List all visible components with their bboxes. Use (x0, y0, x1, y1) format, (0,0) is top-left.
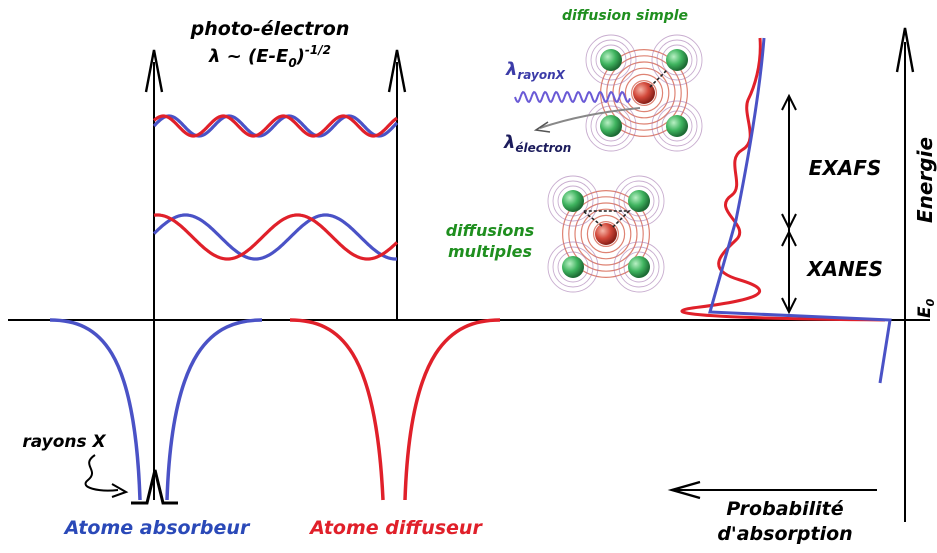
backscatter-ring (661, 110, 693, 142)
label-xanes: XANES (805, 257, 883, 281)
cluster-single-scattering (585, 34, 703, 152)
label-e0: E0 (915, 298, 937, 318)
xanes-arrow-bottom (781, 297, 797, 315)
central-atom (595, 223, 617, 245)
wave-ring (618, 67, 670, 119)
spectrum-blue (708, 37, 892, 384)
absorber-well-right (165, 318, 263, 501)
neighbor-atom (562, 190, 584, 212)
exafs-arrow-top (781, 93, 797, 111)
short-wave-red (152, 114, 398, 138)
wave-ring (624, 73, 664, 113)
label-dabsorption: d'absorption (717, 523, 852, 545)
backscatter-ring (656, 105, 698, 147)
backscatter-ring (595, 44, 627, 76)
scattering-path (649, 69, 668, 88)
xray-squiggle-arrowhead (111, 483, 129, 498)
backscatter-ring (623, 185, 655, 217)
label-atome-absorbeur: Atome absorbeur (63, 517, 251, 539)
backscatter-ring (613, 241, 665, 293)
scatterer-well-right (403, 318, 501, 501)
label-exafs: EXAFS (809, 156, 882, 180)
backscatter-ring (547, 175, 599, 227)
backscatter-ring (585, 34, 637, 86)
neighbor-atom (562, 256, 584, 278)
title-wavelength: λ ~ (E-E0)-1/2 (208, 43, 331, 70)
backscatter-ring (618, 180, 660, 222)
backscatter-ring (552, 180, 594, 222)
backscatter-ring (590, 39, 632, 81)
backscatter-ring (613, 175, 665, 227)
label-multiples: multiples (448, 242, 532, 261)
backscatter-ring (651, 34, 703, 86)
exafs-arrow-bottom (781, 213, 797, 231)
backscatter-ring (661, 44, 693, 76)
scatterer-well-left (289, 318, 385, 501)
wave-ring (574, 202, 638, 266)
label-energie: Energie (913, 137, 937, 223)
title-photoelectron: photo-électron (190, 18, 350, 40)
backscatter-ring (651, 100, 703, 152)
core-level-peak (131, 469, 178, 505)
long-wave-red (153, 213, 399, 261)
incoming-xray-wave (514, 90, 631, 104)
electron-trail (539, 107, 641, 129)
wave-ring (630, 79, 657, 106)
backscatter-ring (623, 251, 655, 283)
label-atome-diffuseur: Atome diffuseur (308, 517, 483, 539)
neighbor-atom (666, 49, 688, 71)
central-atom (633, 82, 655, 104)
neighbor-atom (666, 115, 688, 137)
backscatter-ring (552, 246, 594, 288)
label-diffusions: diffusions (446, 221, 535, 240)
axis-absorber-arrowhead (144, 49, 164, 93)
wave-ring (606, 55, 682, 131)
backscatter-ring (585, 100, 637, 152)
axis-energy-arrowhead (895, 27, 915, 73)
neighbor-atom (628, 256, 650, 278)
cluster-multiple-scattering (547, 175, 665, 293)
neighbor-atom (600, 49, 622, 71)
label-probabilite: Probabilité (726, 498, 843, 520)
electron-trail-arrowhead (533, 121, 551, 133)
backscatter-ring (547, 241, 599, 293)
photoelectron-waves (152, 114, 399, 261)
neighbor-atom (600, 115, 622, 137)
wave-ring (586, 214, 626, 254)
scattering-path (580, 210, 631, 229)
wave-ring (580, 208, 632, 260)
absorber-well-left (49, 318, 142, 501)
backscatter-ring (557, 251, 589, 283)
probability-arrowhead (667, 480, 701, 500)
xanes-arrow-top (781, 229, 797, 247)
backscatter-ring (557, 185, 589, 217)
wave-ring (568, 196, 644, 272)
neighbor-atom (628, 190, 650, 212)
wave-ring (592, 221, 619, 248)
wave-ring (561, 190, 650, 279)
label-diffusion-simple: diffusion simple (562, 8, 688, 24)
label-lambda-rayonx: λrayonX (505, 59, 566, 82)
xray-squiggle (84, 454, 119, 492)
backscatter-ring (590, 105, 632, 147)
label-rayons-x: rayons X (22, 432, 106, 452)
backscatter-ring (618, 246, 660, 288)
label-lambda-electron: λélectron (503, 132, 571, 155)
backscatter-ring (656, 39, 698, 81)
long-wave-blue (152, 213, 397, 261)
axis-scatterer-arrowhead (387, 49, 407, 93)
spectrum-red (680, 37, 886, 322)
